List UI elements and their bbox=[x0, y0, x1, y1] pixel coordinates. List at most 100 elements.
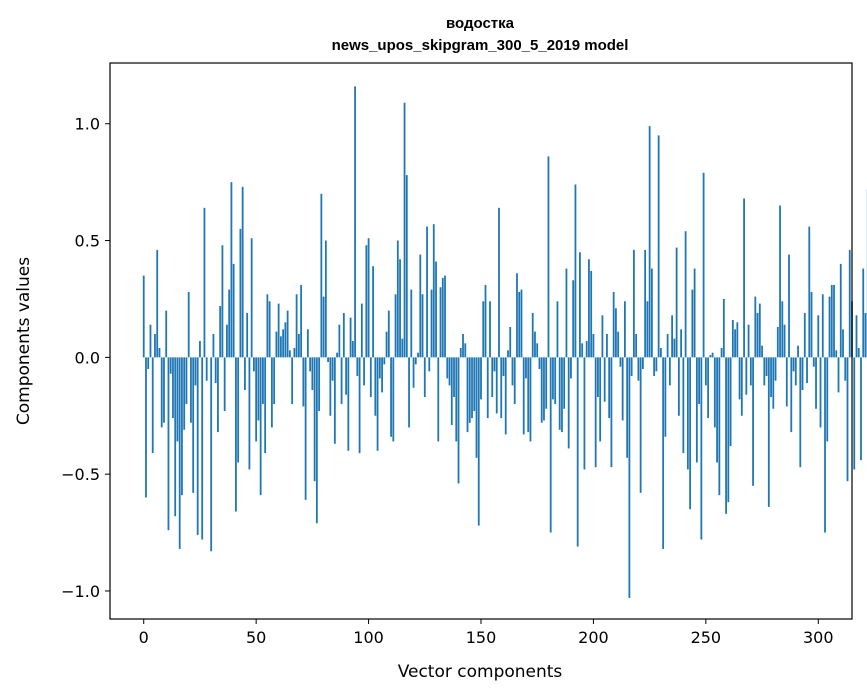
bar-138 bbox=[453, 357, 455, 398]
bar-296 bbox=[808, 226, 811, 358]
bar-144 bbox=[466, 357, 469, 433]
bar-88 bbox=[340, 357, 343, 405]
bar-45 bbox=[244, 357, 246, 391]
bar-90 bbox=[345, 357, 347, 395]
bar-243 bbox=[689, 357, 692, 510]
bar-10 bbox=[165, 310, 168, 358]
bar-233 bbox=[666, 333, 669, 358]
bar-270 bbox=[749, 357, 752, 386]
bar-95 bbox=[356, 357, 359, 377]
bar-300 bbox=[817, 315, 820, 358]
bar-252 bbox=[709, 355, 712, 358]
bar-180 bbox=[547, 156, 550, 358]
bar-197 bbox=[585, 341, 588, 358]
bar-60 bbox=[277, 303, 280, 358]
bar-212 bbox=[619, 357, 622, 367]
bar-26 bbox=[201, 357, 204, 540]
bar-283 bbox=[779, 205, 781, 358]
bar-172 bbox=[529, 357, 532, 442]
bar-250 bbox=[704, 357, 707, 386]
bar-3 bbox=[149, 324, 152, 358]
bar-106 bbox=[381, 357, 383, 393]
bar-111 bbox=[392, 357, 395, 442]
bar-129 bbox=[432, 224, 435, 358]
bar-254 bbox=[713, 357, 716, 428]
bar-11 bbox=[167, 357, 170, 531]
bar-33 bbox=[217, 357, 219, 433]
bar-266 bbox=[740, 357, 743, 416]
bar-169 bbox=[522, 357, 525, 435]
bar-153 bbox=[486, 357, 489, 419]
bar-162 bbox=[507, 350, 509, 358]
bar-246 bbox=[695, 357, 698, 463]
x-tick-label: 50 bbox=[246, 628, 266, 647]
y-axis-ticks: −1.0 −0.5 0.0 0.5 1.0 bbox=[61, 115, 110, 601]
bar-179 bbox=[545, 357, 548, 409]
bar-89 bbox=[342, 312, 345, 358]
bar-191 bbox=[572, 280, 575, 358]
bar-141 bbox=[459, 348, 462, 358]
bar-154 bbox=[489, 301, 491, 358]
x-tick-label: 0 bbox=[139, 628, 149, 647]
bar-128 bbox=[430, 289, 433, 358]
bar-63 bbox=[284, 322, 287, 358]
bar-114 bbox=[399, 259, 401, 358]
bar-196 bbox=[583, 357, 586, 470]
bar-65 bbox=[288, 350, 291, 358]
bar-139 bbox=[455, 357, 458, 442]
bar-19 bbox=[185, 357, 188, 405]
bar-271 bbox=[752, 357, 754, 486]
bar-202 bbox=[597, 357, 599, 398]
bar-5 bbox=[154, 333, 156, 358]
bar-98 bbox=[363, 357, 365, 386]
bar-189 bbox=[567, 357, 570, 449]
bar-277 bbox=[765, 357, 768, 377]
bar-193 bbox=[576, 357, 579, 547]
bar-131 bbox=[437, 357, 440, 442]
bar-303 bbox=[824, 357, 826, 533]
bar-56 bbox=[268, 301, 271, 358]
x-axis-label: Vector components bbox=[398, 662, 563, 682]
bar-223 bbox=[644, 249, 647, 358]
bar-319 bbox=[860, 357, 862, 461]
bar-152 bbox=[484, 284, 487, 358]
bar-278 bbox=[767, 357, 770, 507]
bar-53 bbox=[262, 357, 264, 405]
bar-82 bbox=[327, 357, 329, 363]
bar-108 bbox=[385, 331, 388, 358]
bar-176 bbox=[538, 357, 541, 370]
chart-title: водостка bbox=[446, 15, 515, 32]
bar-17 bbox=[181, 357, 183, 496]
bar-317 bbox=[855, 315, 858, 358]
bar-177 bbox=[540, 357, 543, 423]
x-tick-label: 300 bbox=[803, 628, 834, 647]
bar-302 bbox=[821, 294, 824, 358]
bar-107 bbox=[383, 357, 386, 365]
bar-215 bbox=[626, 357, 629, 458]
bar-244 bbox=[691, 289, 694, 358]
bar-126 bbox=[426, 226, 428, 358]
bar-46 bbox=[246, 312, 249, 358]
y-axis-label: Components values bbox=[14, 257, 34, 425]
bar-37 bbox=[226, 324, 228, 358]
bar-52 bbox=[259, 357, 262, 496]
bar-84 bbox=[331, 357, 334, 381]
bar-218 bbox=[633, 249, 635, 358]
bar-94 bbox=[354, 86, 356, 358]
bar-58 bbox=[273, 357, 276, 405]
bar-50 bbox=[255, 357, 258, 442]
bar-225 bbox=[648, 126, 651, 358]
bar-122 bbox=[417, 352, 419, 358]
bar-30 bbox=[210, 357, 213, 552]
bar-304 bbox=[826, 357, 829, 442]
bar-201 bbox=[594, 357, 597, 468]
bar-42 bbox=[237, 357, 240, 463]
bar-14 bbox=[174, 357, 177, 517]
bar-306 bbox=[830, 284, 833, 358]
bar-293 bbox=[801, 357, 804, 391]
bar-132 bbox=[439, 287, 442, 358]
bar-121 bbox=[414, 357, 417, 365]
bar-20 bbox=[187, 291, 190, 358]
bar-227 bbox=[653, 357, 656, 377]
